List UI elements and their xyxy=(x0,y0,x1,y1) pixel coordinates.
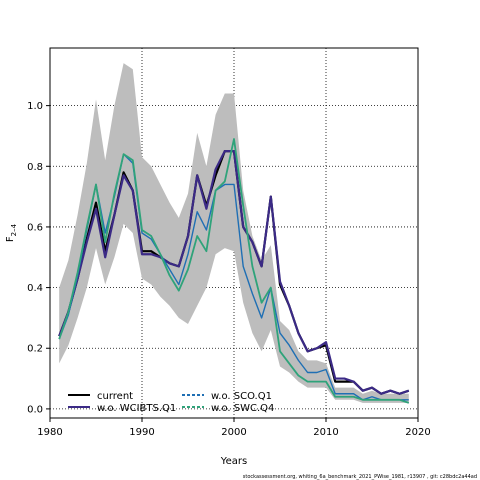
series-line-swc xyxy=(58,138,410,404)
series-line-wcibts xyxy=(58,150,410,395)
x-tick-label: 2000 xyxy=(221,427,246,438)
legend-label-swc: w.o. SWC.Q4 xyxy=(211,403,274,414)
x-tick-label: 1980 xyxy=(37,427,62,438)
legend-label-current: current xyxy=(97,391,133,402)
svg-text:F2–4: F2–4 xyxy=(5,223,18,242)
y-axis-label-main: F xyxy=(5,236,16,242)
x-tick-label: 1990 xyxy=(129,427,154,438)
y-tick-label: 0.8 xyxy=(27,162,43,173)
tick-labels: 0.0 0.2 0.4 0.6 0.8 1.0 1980 1990 2000 2010 2020 xyxy=(27,101,431,438)
legend-label-wcibts: w.o. WCIBTS.Q1 xyxy=(97,403,176,414)
axes xyxy=(46,105,419,422)
x-tick-label: 2020 xyxy=(405,427,430,438)
confidence-band xyxy=(59,63,409,403)
plot-frame xyxy=(49,47,419,419)
y-tick-label: 0.2 xyxy=(27,344,43,355)
series-lines xyxy=(58,138,410,404)
y-axis-label-subscript: 2–4 xyxy=(10,223,18,236)
footer-credit: stockassessment.org, whiting_6a_benchmar… xyxy=(243,474,477,480)
legend-label-sco: w.o. SCO.Q1 xyxy=(211,391,272,402)
legend: current w.o. WCIBTS.Q1 w.o. SCO.Q1 w.o. … xyxy=(68,391,274,414)
x-tick-label: 2010 xyxy=(313,427,338,438)
confidence-band-area xyxy=(59,63,409,403)
y-tick-label: 0.6 xyxy=(27,222,43,233)
y-tick-label: 0.0 xyxy=(27,404,43,415)
x-axis-label: Years xyxy=(220,456,247,467)
y-tick-label: 1.0 xyxy=(27,101,43,112)
y-tick-label: 0.4 xyxy=(27,283,43,294)
y-axis-label: F2–4 xyxy=(5,223,18,242)
